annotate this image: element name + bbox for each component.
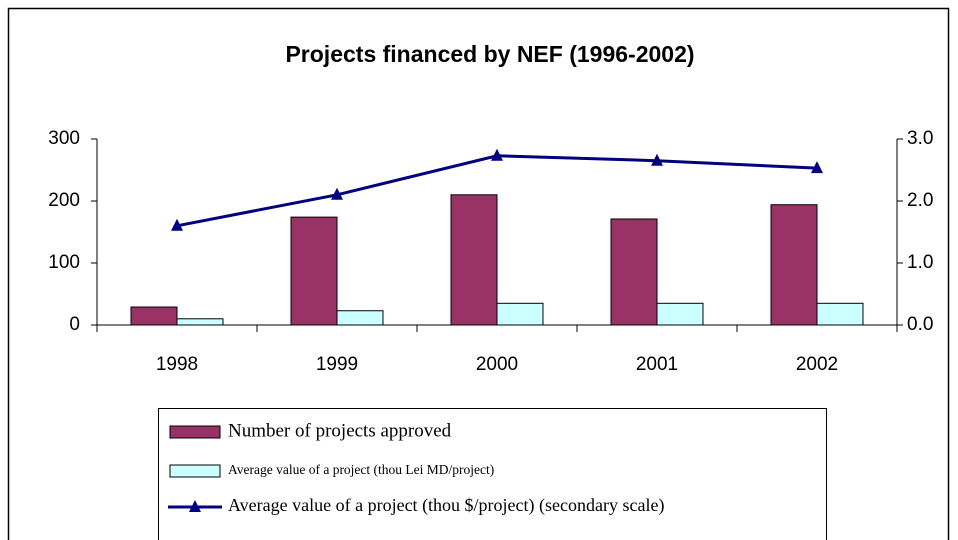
legend-label: Average value of a project (thou Lei MD/… [228,462,494,477]
y2-tick-label: 2.0 [907,190,933,211]
y2-tick-label: 0.0 [907,314,933,335]
y2-tick-label: 3.0 [907,128,933,149]
y2-tick-label: 1.0 [907,252,933,273]
bar [290,216,338,326]
legend-marker [189,500,201,512]
x-tick-label: 1998 [156,354,198,375]
x-tick-label: 2002 [796,354,838,375]
line-marker [331,187,343,200]
bar [770,204,818,326]
y-tick-label: 200 [48,190,80,211]
y-tick-label: 0 [69,314,80,335]
bar [336,310,384,326]
bar [450,194,498,326]
line-marker [651,153,663,166]
x-tick-label: 2001 [636,354,678,375]
legend-box [158,408,827,540]
y-tick-label: 300 [48,128,80,149]
bar [176,318,224,326]
legend-swatch [169,464,221,478]
line-marker [491,148,503,161]
line-marker [171,218,183,231]
bar [610,218,658,326]
legend-label: Number of projects approved [228,420,452,441]
line-marker [811,161,823,174]
bar [656,302,704,326]
x-tick-label: 2000 [476,354,518,375]
y-tick-label: 100 [48,252,80,273]
legend-label: Average value of a project (thou $/proje… [228,495,664,516]
legend-swatch [169,425,221,439]
chart-title: Projects financed by NEF (1996-2002) [285,41,694,67]
x-tick-label: 1999 [316,354,358,375]
bar [496,302,544,326]
bar [130,306,178,326]
bar [816,302,864,326]
